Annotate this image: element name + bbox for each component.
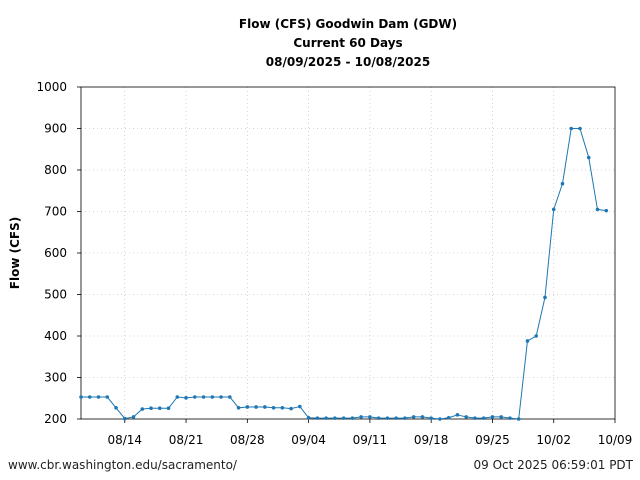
chart-title-line-3: 08/09/2025 - 10/08/2025: [266, 55, 430, 69]
data-point: [149, 406, 153, 411]
data-point: [105, 395, 110, 399]
data-point: [157, 406, 162, 411]
data-point: [219, 395, 223, 399]
y-tick-label: 900: [44, 122, 67, 136]
data-point: [140, 407, 145, 411]
data-point: [368, 415, 372, 419]
x-tick-label: 09/11: [353, 433, 388, 447]
grid-lines: [81, 87, 615, 419]
data-point: [193, 395, 197, 399]
data-point: [175, 395, 180, 399]
y-tick-label: 1000: [36, 80, 67, 94]
y-axis-ticks: 200 300 400 500 600 700 800 900 1000: [36, 80, 81, 426]
data-point: [543, 295, 547, 300]
data-point: [131, 415, 136, 419]
data-point: [298, 404, 302, 409]
data-point: [245, 405, 250, 409]
data-point: [87, 395, 92, 399]
data-point: [464, 415, 468, 419]
data-point: [438, 417, 442, 421]
y-tick-label: 600: [44, 246, 67, 260]
data-point: [315, 416, 320, 420]
x-tick-label: 08/14: [107, 433, 142, 447]
chart-title-line-1: Flow (CFS) Goodwin Dam (GDW): [239, 17, 457, 31]
data-point: [473, 416, 477, 420]
data-point: [411, 415, 416, 419]
data-point: [122, 416, 127, 421]
y-tick-label: 400: [44, 329, 67, 343]
data-point: [429, 416, 433, 420]
flow-series-line: [81, 128, 607, 420]
y-tick-label: 200: [44, 412, 67, 426]
y-tick-label: 700: [44, 205, 67, 219]
x-tick-label: 10/02: [536, 433, 571, 447]
data-point: [166, 406, 171, 411]
x-axis-ticks: 08/14 08/21 08/28 09/04 09/11 09/18 09/25 10/02…: [107, 419, 632, 447]
data-point: [516, 417, 521, 421]
data-point: [79, 395, 83, 399]
y-tick-label: 300: [44, 371, 67, 385]
data-point: [534, 334, 539, 338]
data-point: [201, 395, 206, 399]
flow-series-points: [79, 126, 609, 421]
data-point: [560, 181, 565, 186]
x-tick-label: 09/18: [414, 433, 449, 447]
y-tick-label: 800: [44, 163, 67, 177]
data-point: [184, 396, 188, 400]
data-point: [569, 126, 574, 131]
data-point: [324, 416, 328, 420]
data-point: [578, 126, 582, 131]
x-tick-label: 10/09: [598, 433, 633, 447]
data-point: [263, 405, 267, 409]
y-tick-label: 500: [44, 288, 67, 302]
y-axis-label: Flow (CFS): [8, 217, 22, 289]
data-point: [96, 395, 101, 399]
x-tick-label: 08/21: [169, 433, 204, 447]
data-point: [508, 416, 512, 420]
data-point: [289, 406, 293, 411]
data-point: [490, 415, 495, 419]
footer-source-url[interactable]: www.cbr.washington.edu/sacramento/: [8, 458, 237, 472]
footer-timestamp: 09 Oct 2025 06:59:01 PDT: [473, 458, 633, 472]
data-point: [210, 395, 215, 399]
chart-title-line-2: Current 60 Days: [293, 36, 402, 50]
x-tick-label: 09/25: [475, 433, 510, 447]
data-point: [306, 415, 311, 420]
data-point: [350, 416, 355, 420]
data-point: [420, 415, 425, 419]
data-point: [236, 406, 241, 410]
data-point: [280, 406, 285, 410]
data-point: [341, 416, 346, 420]
data-point: [228, 395, 232, 399]
data-point: [586, 155, 591, 160]
data-point: [525, 339, 530, 343]
data-point: [114, 406, 118, 410]
data-point: [446, 415, 451, 420]
data-point: [499, 415, 504, 419]
data-point: [333, 416, 337, 420]
x-tick-label: 08/28: [230, 433, 265, 447]
data-point: [455, 413, 460, 417]
data-point: [394, 416, 398, 420]
data-point: [376, 416, 381, 420]
data-point: [481, 416, 486, 420]
data-point: [254, 405, 258, 409]
data-point: [604, 208, 609, 213]
data-point: [403, 416, 407, 420]
x-tick-label: 09/04: [291, 433, 326, 447]
chart-title: Flow (CFS) Goodwin Dam (GDW) Current 60 …: [239, 17, 457, 69]
data-point: [271, 406, 276, 410]
data-point: [385, 416, 390, 420]
data-point: [595, 207, 600, 212]
data-point: [551, 207, 556, 212]
data-point: [359, 415, 363, 419]
